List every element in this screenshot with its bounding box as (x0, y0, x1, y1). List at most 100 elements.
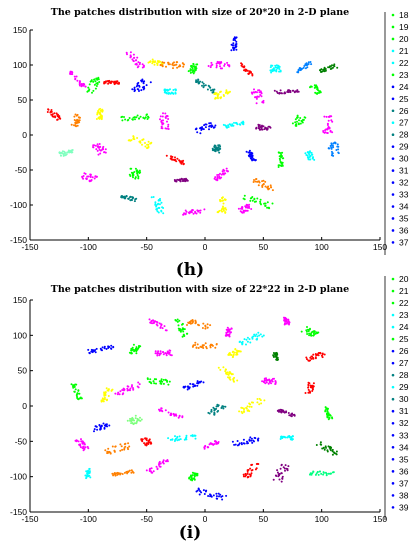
scatter-point (310, 334, 313, 337)
scatter-point (98, 81, 101, 83)
scatter-point (128, 445, 131, 448)
scatter-point (234, 39, 237, 42)
scatter-point (174, 91, 177, 94)
scatter-point (147, 143, 150, 146)
scatter-point (110, 344, 113, 347)
scatter-point (142, 138, 145, 141)
scatter-cluster (327, 141, 340, 157)
scatter-point (249, 467, 252, 470)
scatter-point (126, 472, 129, 475)
chart-title: The patches distribution with size of 20… (51, 7, 349, 18)
scatter-point (242, 209, 245, 212)
scatter-point (141, 143, 143, 146)
y-tick-label: -100 (10, 472, 27, 482)
legend-marker (391, 193, 395, 196)
y-tick-label: -150 (10, 507, 27, 517)
scatter-point (261, 335, 264, 338)
scatter-point (251, 441, 254, 444)
scatter-point (74, 78, 77, 81)
scatter-point (311, 157, 314, 160)
scatter-point (317, 473, 320, 476)
scatter-point (224, 207, 227, 210)
scatter-point (164, 91, 167, 94)
x-tick-label: -150 (21, 514, 38, 524)
scatter-point (331, 417, 334, 420)
scatter-point (196, 131, 199, 134)
scatter-point (227, 124, 230, 127)
scatter-point (259, 200, 262, 203)
scatter-point (180, 162, 183, 165)
scatter-point (99, 428, 102, 431)
scatter-point (213, 409, 216, 412)
scatter-point (219, 177, 221, 180)
scatter-point (54, 116, 57, 119)
scatter-point (147, 441, 150, 444)
scatter-cluster (158, 407, 184, 419)
scatter-point (184, 178, 187, 181)
scatter-point (176, 320, 179, 323)
scatter-point (163, 88, 166, 91)
scatter-point (280, 165, 283, 167)
scatter-point (133, 350, 136, 353)
scatter-cluster (277, 151, 285, 168)
scatter-point (194, 384, 196, 387)
scatter-point (225, 372, 228, 375)
scatter-point (119, 449, 122, 452)
scatter-point (266, 201, 269, 204)
scatter-point (314, 91, 317, 94)
scatter-point (147, 115, 150, 118)
scatter-point (136, 170, 139, 173)
scatter-point (166, 92, 168, 95)
scatter-point (202, 128, 205, 131)
scatter-point (88, 471, 90, 473)
scatter-point (211, 88, 214, 91)
scatter-cluster (140, 437, 153, 447)
chart-title: The patches distribution with size of 22… (51, 284, 349, 295)
scatter-point (84, 172, 87, 175)
scatter-point (306, 66, 309, 69)
scatter-point (171, 62, 174, 65)
scatter-point (294, 121, 297, 124)
scatter-point (216, 96, 219, 98)
scatter-point (206, 446, 209, 448)
scatter-point (164, 379, 167, 381)
scatter-point (254, 90, 257, 93)
scatter-point (182, 327, 185, 330)
scatter-cluster (100, 387, 114, 403)
scatter-point (93, 428, 96, 431)
scatter-point (204, 342, 207, 345)
scatter-point (181, 322, 184, 325)
scatter-point (207, 495, 210, 497)
scatter-point (178, 435, 181, 438)
scatter-point (130, 352, 133, 355)
scatter-point (273, 353, 276, 356)
scatter-point (165, 329, 168, 332)
scatter-point (135, 116, 138, 119)
legend-label: 22 (399, 58, 409, 68)
scatter-cluster (154, 349, 173, 357)
scatter-point (254, 180, 257, 183)
scatter-point (201, 81, 204, 84)
scatter-point (137, 65, 140, 68)
scatter-point (272, 354, 275, 357)
scatter-point (127, 385, 130, 388)
scatter-point (122, 392, 125, 395)
scatter-point (278, 70, 281, 73)
scatter-point (178, 438, 181, 441)
legend-marker (391, 13, 395, 17)
scatter-point (185, 434, 188, 437)
scatter-point (140, 89, 143, 92)
scatter-point (99, 152, 102, 155)
legend-label: 20 (399, 274, 409, 284)
scatter-point (87, 447, 90, 450)
scatter-point (265, 381, 268, 384)
scatter-point (227, 328, 229, 331)
scatter-point (321, 356, 324, 359)
scatter-point (203, 84, 206, 87)
scatter-point (281, 157, 284, 160)
scatter-point (228, 352, 231, 355)
scatter-point (149, 378, 152, 381)
legend-marker (391, 61, 395, 65)
scatter-point (142, 88, 145, 91)
scatter-point (171, 92, 174, 95)
